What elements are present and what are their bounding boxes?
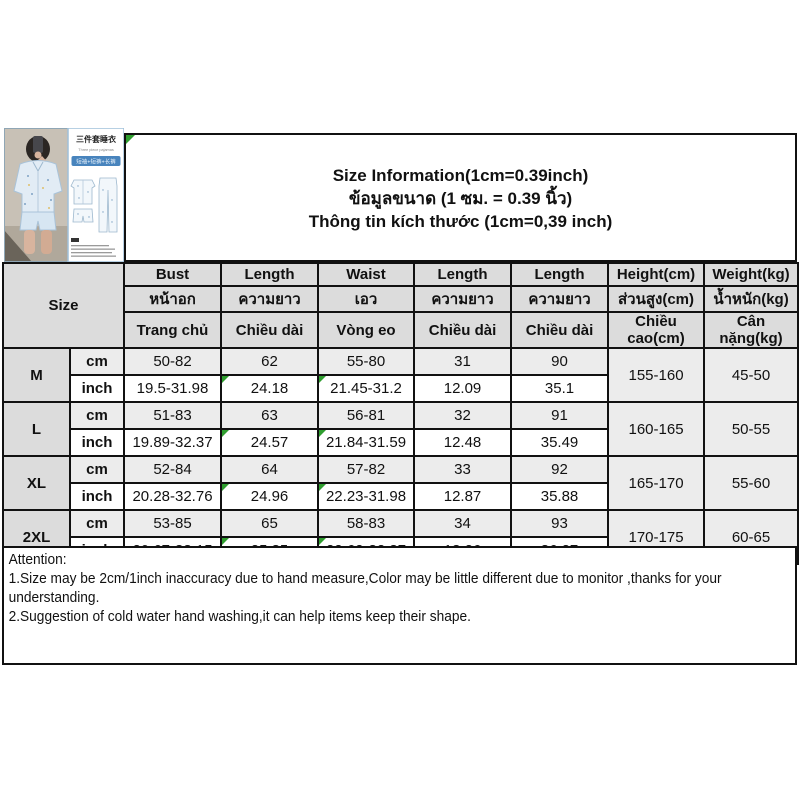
pajama-sketches [70, 177, 118, 233]
col-header-en: Waist [317, 262, 416, 287]
col-header-vi: Chiều dài [510, 311, 610, 349]
value-cell: 35.49 [510, 428, 610, 457]
value-cell: 92 [510, 455, 610, 484]
value-cell: 65 [220, 509, 320, 538]
value-cell: 34 [413, 509, 513, 538]
product-badge-label: 短袖+短裤+长裤 [76, 158, 116, 166]
attention-note-2: 2.Suggestion of cold water hand washing,… [8, 608, 471, 625]
unit-cm-label: cm [68, 455, 126, 484]
size-cell: L [2, 401, 71, 457]
value-cell: 52-84 [123, 455, 223, 484]
col-header-th: น้ำหนัก(kg) [703, 285, 800, 313]
value-cell: 91 [510, 401, 610, 430]
unit-cm-label: cm [68, 347, 126, 376]
col-header-en: Bust [123, 262, 223, 287]
size-header-cell: Size [1, 262, 126, 349]
value-cell: 93 [510, 509, 610, 538]
weight-cell: 45-50 [703, 347, 800, 403]
person-figure [13, 136, 63, 254]
value-cell: 53-85 [123, 509, 223, 538]
col-header-vi: Cân nặng(kg) [703, 311, 800, 349]
col-header-en: Height(cm) [607, 262, 706, 287]
card-footnote-lines [71, 238, 116, 257]
unit-inch-label: inch [68, 374, 126, 403]
value-cell: 21.84-31.59 [317, 428, 416, 457]
value-cell: 55-80 [317, 347, 416, 376]
col-header-th: เอว [317, 285, 416, 313]
value-cell: 12.87 [413, 482, 513, 511]
attention-notes-box: Attention: 1.Size may be 2cm/1inch inacc… [2, 546, 797, 665]
unit-cm-label: cm [68, 401, 126, 430]
size-table: Size Bust Length Waist Length Length Hei… [1, 262, 800, 565]
value-cell: 51-83 [123, 401, 223, 430]
value-cell: 12.48 [413, 428, 513, 457]
col-header-th: ความยาว [220, 285, 320, 313]
height-cell: 165-170 [607, 455, 706, 511]
col-header-en: Length [220, 262, 320, 287]
col-header-th: ความยาว [510, 285, 610, 313]
col-header-vi: Vòng eo [317, 311, 416, 349]
value-cell: 33 [413, 455, 513, 484]
unit-inch-label: inch [68, 428, 126, 457]
attention-note-1: 1.Size may be 2cm/1inch inaccuracy due t… [8, 570, 722, 606]
value-cell: 50-82 [123, 347, 223, 376]
sketch-print-dots [77, 185, 113, 223]
title-line-english: Size Information(1cm=0.39inch) [332, 166, 589, 185]
value-cell: 24.57 [220, 428, 320, 457]
col-header-en: Length [413, 262, 513, 287]
col-header-vi: Chiều dài [220, 311, 320, 349]
value-cell: 58-83 [317, 509, 416, 538]
value-cell: 24.18 [220, 374, 320, 403]
unit-inch-label: inch [68, 482, 126, 511]
value-cell: 32 [413, 401, 513, 430]
col-header-en: Weight(kg) [703, 262, 800, 287]
product-subtitle-en: Three piece pajamas [78, 148, 114, 152]
value-cell: 12.09 [413, 374, 513, 403]
product-badge [71, 156, 121, 166]
value-cell: 90 [510, 347, 610, 376]
value-cell: 64 [220, 455, 320, 484]
value-cell: 57-82 [317, 455, 416, 484]
unit-cm-label: cm [68, 509, 126, 538]
col-header-th: ส่วนสูง(cm) [607, 285, 706, 313]
product-info-card: 三件套睡衣 Three piece pajamas 短袖+短裤+长裤 [67, 127, 125, 263]
value-cell: 62 [220, 347, 320, 376]
size-cell: XL [2, 455, 71, 511]
value-cell: 31 [413, 347, 513, 376]
col-header-vi: Trang chủ [123, 311, 223, 349]
value-cell: 19.89-32.37 [123, 428, 223, 457]
value-cell: 20.28-32.76 [123, 482, 223, 511]
col-header-vi: Chiều cao(cm) [607, 311, 706, 349]
size-information-title-box: Size Information(1cm=0.39inch) ข้อมูลขนา… [124, 133, 797, 262]
value-cell: 22.23-31.98 [317, 482, 416, 511]
col-header-vi: Chiều dài [413, 311, 513, 349]
product-photo-illustration: 三件套睡衣 Three piece pajamas 短袖+短裤+长裤 [4, 127, 125, 263]
value-cell: 63 [220, 401, 320, 430]
col-header-th: ความยาว [413, 285, 513, 313]
value-cell: 35.1 [510, 374, 610, 403]
weight-cell: 50-55 [703, 401, 800, 457]
height-cell: 155-160 [607, 347, 706, 403]
value-cell: 56-81 [317, 401, 416, 430]
value-cell: 21.45-31.2 [317, 374, 416, 403]
col-header-th: หน้าอก [123, 285, 223, 313]
value-cell: 24.96 [220, 482, 320, 511]
height-cell: 160-165 [607, 401, 706, 457]
title-line-thai: ข้อมูลขนาด (1 ซม. = 0.39 นิ้ว) [348, 189, 573, 208]
product-image: 三件套睡衣 Three piece pajamas 短袖+短裤+长裤 [4, 127, 125, 263]
size-cell: M [2, 347, 71, 403]
title-line-vietnamese: Thông tin kích thước (1cm=0,39 inch) [308, 212, 613, 231]
product-title-cn: 三件套睡衣 [76, 134, 116, 144]
value-cell: 35.88 [510, 482, 610, 511]
attention-heading: Attention: [8, 551, 67, 568]
weight-cell: 55-60 [703, 455, 800, 511]
col-header-en: Length [510, 262, 610, 287]
value-cell: 19.5-31.98 [123, 374, 223, 403]
